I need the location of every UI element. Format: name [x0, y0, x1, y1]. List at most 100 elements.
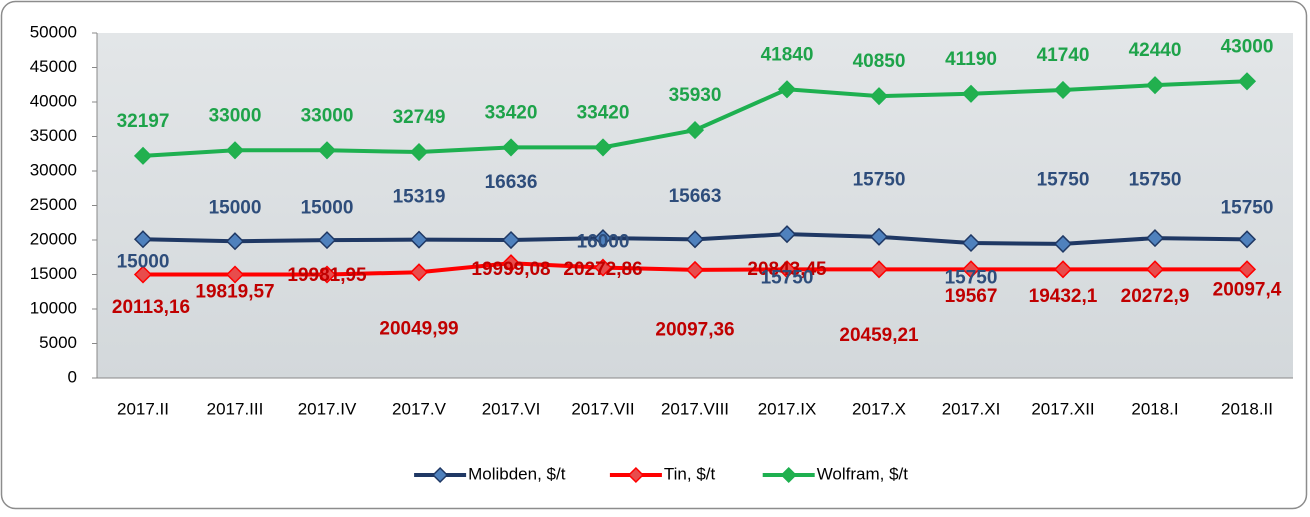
marker — [593, 138, 613, 157]
legend-label: Molibden, $/t — [468, 464, 566, 483]
x-tick-label: 2017.VIII — [661, 399, 729, 418]
data-label: 33000 — [301, 105, 354, 126]
x-tick-label: 2017.VII — [571, 399, 634, 418]
data-label: 15750 — [1129, 169, 1182, 190]
data-label: 15750 — [1037, 169, 1090, 190]
data-label: 20113,16 — [112, 297, 190, 318]
marker — [1237, 230, 1257, 249]
data-label: 41740 — [1037, 45, 1090, 66]
marker — [133, 230, 153, 249]
marker — [501, 230, 521, 250]
plot-area — [97, 33, 1293, 378]
data-label: 19981,95 — [287, 265, 367, 286]
data-label: 15750 — [945, 267, 998, 288]
x-tick-label: 2017.II — [117, 399, 169, 418]
data-label: 20272,86 — [563, 259, 642, 280]
y-tick-label: 30000 — [30, 160, 77, 179]
x-tick-label: 2017.V — [392, 399, 447, 418]
marker — [317, 141, 337, 160]
marker — [777, 80, 797, 99]
marker — [593, 258, 613, 277]
y-tick-label: 40000 — [30, 91, 77, 110]
x-tick-label: 2018.II — [1221, 399, 1273, 418]
legend-marker — [780, 466, 797, 484]
data-label: 15000 — [301, 198, 354, 219]
marker — [409, 263, 429, 282]
data-label: 20049,99 — [379, 319, 458, 340]
data-label: 20459,21 — [839, 325, 919, 346]
marker — [317, 265, 337, 284]
marker — [961, 233, 981, 253]
data-label: 15000 — [209, 198, 262, 219]
marker — [409, 142, 429, 162]
marker — [777, 260, 797, 279]
data-label: 33420 — [577, 102, 630, 123]
legend-marker — [627, 466, 644, 484]
marker — [1237, 260, 1257, 279]
marker — [1145, 76, 1165, 95]
y-tick-label: 25000 — [30, 195, 77, 214]
marker — [133, 265, 153, 284]
data-label: 41190 — [945, 49, 997, 70]
x-tick-label: 2017.III — [207, 399, 264, 418]
marker — [869, 260, 889, 279]
data-label: 35930 — [669, 85, 722, 106]
marker — [1145, 229, 1165, 248]
y-tick-label: 5000 — [39, 333, 77, 352]
data-label: 15750 — [853, 169, 906, 190]
marker — [685, 260, 705, 279]
marker — [317, 231, 337, 250]
marker — [685, 230, 705, 249]
marker — [685, 121, 705, 140]
data-label: 15663 — [669, 186, 722, 207]
data-label: 20272,9 — [1121, 286, 1190, 307]
data-label: 33000 — [209, 105, 262, 126]
data-label: 32197 — [117, 111, 170, 132]
data-label: 16000 — [577, 232, 630, 253]
x-tick-label: 2017.IX — [758, 399, 817, 418]
marker — [225, 141, 245, 160]
marker — [961, 260, 981, 279]
marker — [133, 146, 153, 165]
legend-item: Wolfram, $/t — [762, 464, 909, 484]
data-label: 19567 — [945, 286, 998, 307]
data-label: 20843,45 — [747, 259, 827, 280]
data-label: 41840 — [761, 44, 814, 65]
legend-label: Wolfram, $/t — [817, 464, 909, 483]
data-label: 20097,36 — [655, 319, 734, 340]
data-label: 33420 — [485, 102, 538, 123]
y-tick-label: 35000 — [30, 126, 77, 145]
y-tick-label: 20000 — [30, 229, 77, 248]
data-label: 19819,57 — [195, 281, 274, 302]
y-tick-label: 10000 — [30, 298, 77, 317]
x-tick-label: 2018.I — [1131, 399, 1178, 418]
legend-marker — [432, 466, 449, 484]
data-label: 15750 — [761, 267, 814, 288]
data-label: 43000 — [1221, 36, 1274, 57]
data-label: 15319 — [393, 186, 446, 207]
data-label: 19999,08 — [471, 259, 550, 280]
marker — [1053, 260, 1073, 279]
x-tick-label: 2017.XI — [942, 399, 1001, 418]
marker — [409, 230, 429, 249]
y-tick-label: 15000 — [30, 264, 77, 283]
x-tick-label: 2017.VI — [482, 399, 541, 418]
marker — [1053, 80, 1073, 100]
marker — [501, 138, 521, 157]
marker — [777, 225, 797, 244]
x-tick-label: 2017.IV — [298, 399, 357, 418]
legend-label: Tin, $/t — [664, 464, 716, 483]
data-label: 32749 — [393, 107, 446, 128]
marker — [225, 265, 245, 284]
data-label: 19432,1 — [1029, 286, 1098, 307]
marker — [1053, 234, 1073, 253]
data-label: 16636 — [485, 172, 538, 193]
legend-item: Tin, $/t — [609, 464, 716, 484]
marker — [225, 232, 245, 251]
marker — [869, 87, 889, 106]
data-label: 20097,4 — [1213, 279, 1282, 300]
marker — [869, 227, 889, 246]
marker — [501, 254, 521, 273]
marker — [961, 84, 981, 103]
